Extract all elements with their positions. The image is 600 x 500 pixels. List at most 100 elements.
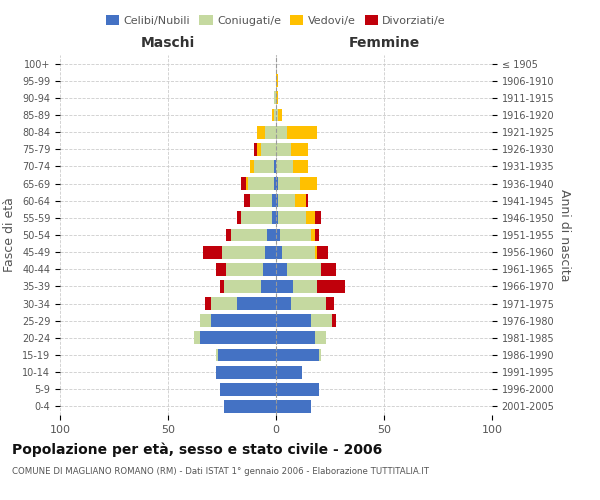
Bar bbox=[250, 194, 272, 207]
Bar bbox=[315, 246, 317, 258]
Bar bbox=[278, 194, 295, 207]
Y-axis label: Anni di nascita: Anni di nascita bbox=[558, 188, 571, 281]
Bar bbox=[265, 126, 276, 138]
Bar bbox=[230, 228, 268, 241]
Text: Popolazione per età, sesso e stato civile - 2006: Popolazione per età, sesso e stato civil… bbox=[12, 442, 382, 457]
Bar bbox=[283, 246, 315, 258]
Bar bbox=[319, 348, 322, 362]
Bar bbox=[224, 280, 261, 293]
Bar bbox=[276, 194, 278, 207]
Bar bbox=[276, 383, 319, 396]
Bar bbox=[274, 177, 276, 190]
Bar bbox=[276, 126, 287, 138]
Bar bbox=[222, 246, 265, 258]
Bar bbox=[220, 280, 224, 293]
Bar bbox=[315, 228, 319, 241]
Bar bbox=[278, 177, 300, 190]
Bar bbox=[241, 212, 272, 224]
Bar bbox=[226, 263, 263, 276]
Bar bbox=[317, 246, 328, 258]
Bar bbox=[211, 297, 237, 310]
Bar bbox=[322, 263, 337, 276]
Bar bbox=[287, 263, 322, 276]
Bar bbox=[263, 263, 276, 276]
Bar bbox=[261, 143, 276, 156]
Text: COMUNE DI MAGLIANO ROMANO (RM) - Dati ISTAT 1° gennaio 2006 - Elaborazione TUTTI: COMUNE DI MAGLIANO ROMANO (RM) - Dati IS… bbox=[12, 468, 429, 476]
Bar bbox=[300, 177, 317, 190]
Bar bbox=[261, 280, 276, 293]
Bar bbox=[205, 297, 211, 310]
Bar bbox=[276, 348, 319, 362]
Bar bbox=[306, 194, 308, 207]
Bar bbox=[306, 212, 315, 224]
Bar bbox=[276, 246, 283, 258]
Bar bbox=[226, 228, 230, 241]
Bar bbox=[274, 108, 276, 122]
Bar bbox=[237, 212, 241, 224]
Bar bbox=[237, 297, 276, 310]
Bar bbox=[276, 143, 291, 156]
Bar bbox=[315, 332, 326, 344]
Bar bbox=[215, 263, 226, 276]
Bar bbox=[276, 263, 287, 276]
Bar bbox=[278, 108, 283, 122]
Bar bbox=[332, 314, 337, 327]
Bar bbox=[317, 280, 345, 293]
Bar bbox=[194, 332, 200, 344]
Bar bbox=[218, 348, 276, 362]
Bar bbox=[276, 366, 302, 378]
Bar bbox=[200, 314, 211, 327]
Bar bbox=[272, 108, 274, 122]
Bar bbox=[311, 228, 315, 241]
Text: Femmine: Femmine bbox=[349, 36, 419, 50]
Bar bbox=[254, 143, 257, 156]
Bar bbox=[293, 160, 308, 173]
Bar bbox=[276, 297, 291, 310]
Bar bbox=[211, 314, 276, 327]
Bar bbox=[241, 177, 246, 190]
Bar bbox=[291, 297, 326, 310]
Bar bbox=[250, 160, 254, 173]
Bar bbox=[276, 177, 278, 190]
Bar bbox=[257, 143, 261, 156]
Bar bbox=[293, 280, 317, 293]
Bar bbox=[272, 194, 276, 207]
Bar bbox=[274, 160, 276, 173]
Bar bbox=[257, 126, 265, 138]
Bar bbox=[244, 194, 250, 207]
Bar bbox=[248, 177, 274, 190]
Bar bbox=[203, 246, 222, 258]
Legend: Celibi/Nubili, Coniugati/e, Vedovi/e, Divorziati/e: Celibi/Nubili, Coniugati/e, Vedovi/e, Di… bbox=[101, 10, 451, 30]
Bar bbox=[276, 314, 311, 327]
Bar bbox=[200, 332, 276, 344]
Bar bbox=[220, 383, 276, 396]
Bar bbox=[276, 92, 278, 104]
Y-axis label: Fasce di età: Fasce di età bbox=[4, 198, 16, 272]
Bar bbox=[276, 280, 293, 293]
Bar bbox=[276, 228, 280, 241]
Bar bbox=[254, 160, 274, 173]
Bar bbox=[276, 212, 278, 224]
Bar bbox=[326, 297, 334, 310]
Bar bbox=[291, 143, 308, 156]
Text: Maschi: Maschi bbox=[141, 36, 195, 50]
Bar bbox=[215, 348, 218, 362]
Bar bbox=[272, 212, 276, 224]
Bar bbox=[311, 314, 332, 327]
Bar bbox=[276, 108, 278, 122]
Bar bbox=[278, 212, 306, 224]
Bar bbox=[276, 160, 293, 173]
Bar bbox=[276, 74, 278, 87]
Bar bbox=[295, 194, 306, 207]
Bar bbox=[274, 92, 276, 104]
Bar bbox=[276, 332, 315, 344]
Bar bbox=[315, 212, 322, 224]
Bar bbox=[276, 400, 311, 413]
Bar bbox=[265, 246, 276, 258]
Bar bbox=[280, 228, 311, 241]
Bar bbox=[215, 366, 276, 378]
Bar bbox=[224, 400, 276, 413]
Bar bbox=[246, 177, 248, 190]
Bar bbox=[268, 228, 276, 241]
Bar bbox=[287, 126, 317, 138]
